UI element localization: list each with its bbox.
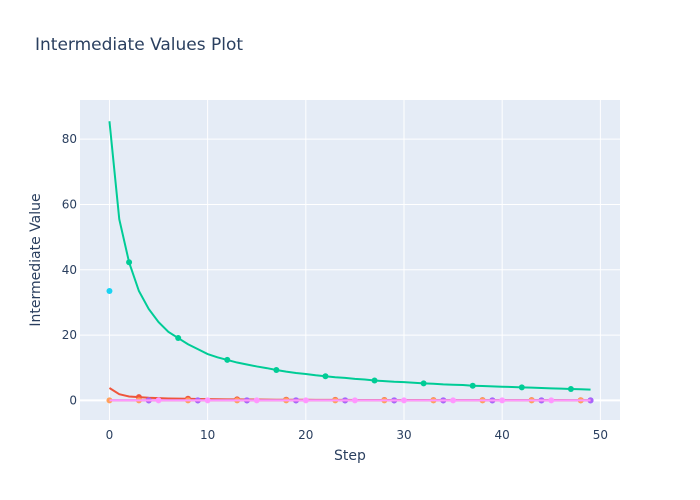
series-6 <box>106 288 113 295</box>
data-point <box>273 367 280 374</box>
y-axis-label: Intermediate Value <box>28 193 44 326</box>
chart-title: Intermediate Values Plot <box>35 35 243 55</box>
data-point <box>518 384 525 391</box>
x-tick-label: 10 <box>200 428 215 442</box>
y-tick-label: 60 <box>62 197 77 211</box>
data-point <box>155 397 162 404</box>
series-5 <box>109 397 591 404</box>
data-point <box>351 397 358 404</box>
data-point <box>420 380 427 387</box>
y-tick-label: 0 <box>69 393 77 407</box>
series-line <box>108 121 591 391</box>
data-point <box>469 382 476 389</box>
y-tick-label: 80 <box>62 132 77 146</box>
x-axis-ticks: 0 10 20 30 40 50 <box>106 428 608 442</box>
data-point <box>401 397 407 404</box>
data-point <box>302 397 309 404</box>
series-0 <box>108 121 591 392</box>
plot-area <box>80 100 620 420</box>
x-tick-label: 50 <box>593 428 608 442</box>
x-tick-label: 30 <box>396 428 411 442</box>
data-point <box>567 385 574 392</box>
x-axis-label: Step <box>334 448 366 464</box>
x-tick-label: 20 <box>298 428 313 442</box>
data-point <box>106 288 113 295</box>
data-point <box>253 397 260 404</box>
data-point <box>224 356 231 363</box>
y-axis-ticks: 0 20 40 60 80 <box>62 132 77 407</box>
y-tick-label: 40 <box>62 263 77 277</box>
data-point <box>322 373 329 380</box>
y-tick-label: 20 <box>62 328 77 342</box>
data-point <box>450 397 457 404</box>
x-tick-label: 40 <box>495 428 510 442</box>
gridlines <box>80 100 620 420</box>
data-point <box>499 397 506 404</box>
data-point <box>204 397 211 404</box>
data-point <box>126 259 133 266</box>
data-point <box>371 377 378 384</box>
data-point <box>175 335 182 342</box>
x-tick-label: 0 <box>106 428 114 442</box>
data-point <box>548 397 555 404</box>
series-layer <box>106 121 594 404</box>
